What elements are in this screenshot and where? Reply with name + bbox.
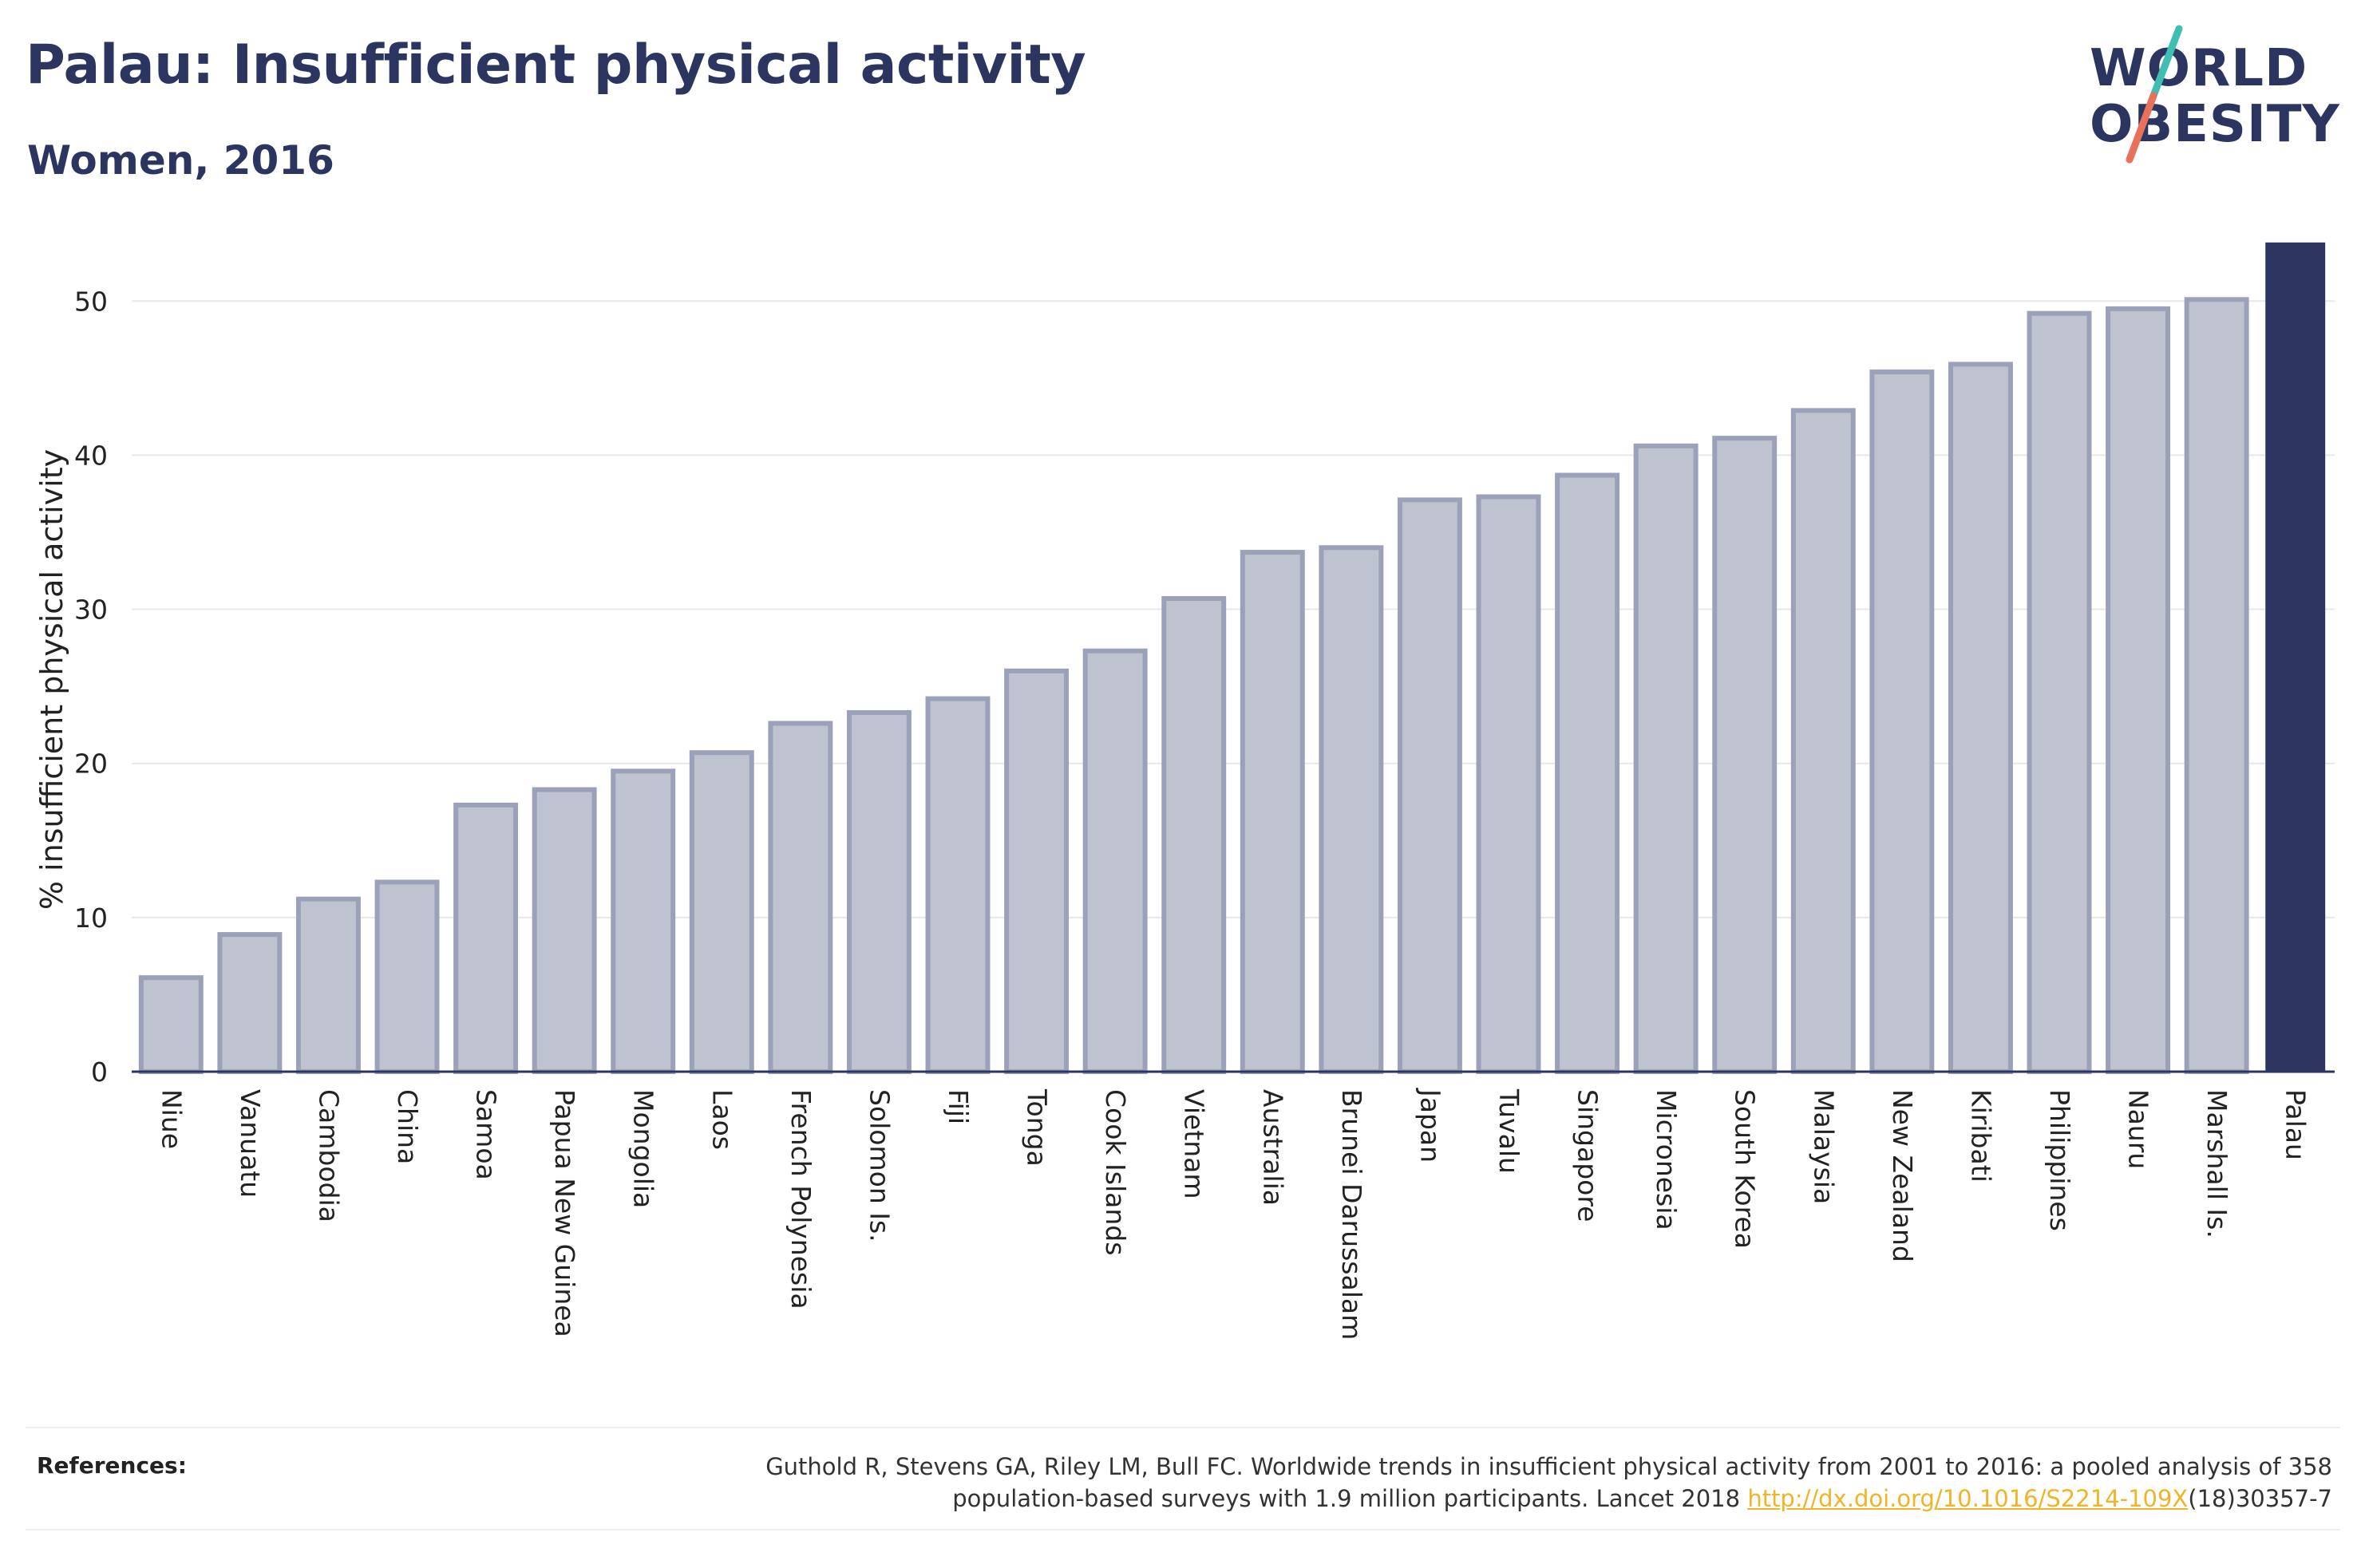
references-section: References: Guthold R, Stevens GA, Riley… [26, 1427, 2340, 1530]
y-tick-label: 40 [74, 440, 108, 471]
bar [1555, 472, 1620, 1074]
y-tick-label: 20 [74, 748, 108, 780]
bar [453, 802, 519, 1074]
bar [689, 750, 754, 1075]
chart-title: Palau: Insufficient physical activity [26, 34, 1086, 97]
x-tick-label: Papua New Guinea [549, 1089, 580, 1337]
citation-line-2-end: (18)30357-7 [2188, 1485, 2332, 1512]
x-tick-label: Mongolia [628, 1089, 659, 1208]
x-tick-label: Samoa [471, 1089, 502, 1180]
chart-subtitle: Women, 2016 [27, 137, 334, 184]
bar [138, 975, 204, 1075]
y-tick-label: 50 [74, 286, 108, 317]
x-tick-label: Singapore [1572, 1089, 1604, 1222]
bar [2027, 310, 2092, 1074]
bar [2106, 306, 2171, 1074]
x-tick-label: Marshall Is. [2201, 1089, 2232, 1238]
bar [1712, 436, 1778, 1074]
citation-line-2: population-based surveys with 1.9 millio… [952, 1485, 1748, 1512]
logo-slash-icon [2126, 25, 2183, 164]
world-obesity-logo: WORLD OBESITY [2074, 22, 2345, 166]
citation-line-1: Guthold R, Stevens GA, Riley LM, Bull FC… [765, 1453, 2332, 1480]
x-tick-label: South Korea [1730, 1089, 1761, 1249]
bar-chart: 0 10 20 30 40 50 Niue Vanuatu Cambodia China Samoa… [34, 242, 2335, 1340]
bar [611, 768, 676, 1074]
bar [1319, 545, 1384, 1074]
bar [295, 896, 361, 1074]
bar [1161, 596, 1227, 1074]
references-citation: Guthold R, Stevens GA, Riley LM, Bull FC… [417, 1451, 2332, 1515]
x-tick-label: French Polynesia [785, 1089, 817, 1309]
y-tick-label: 30 [74, 594, 108, 626]
bar [768, 721, 833, 1074]
bar [532, 787, 597, 1074]
bar [1240, 550, 1305, 1074]
bar [1790, 408, 1856, 1074]
y-axis-label: % insufficient physical activity [34, 449, 69, 910]
bar [925, 696, 991, 1074]
x-tick-label: Solomon Is. [864, 1089, 895, 1242]
y-tick-label: 10 [74, 902, 108, 934]
bar [1633, 443, 1699, 1074]
bar [374, 879, 440, 1074]
x-tick-label: Niue [156, 1089, 187, 1149]
x-tick-label: Vanuatu [235, 1089, 266, 1198]
x-tick-label: China [392, 1089, 423, 1164]
x-tick-label: Philippines [2044, 1089, 2075, 1231]
x-tick-label: Vietnam [1179, 1089, 1210, 1199]
x-tick-label: Fiji [943, 1089, 974, 1124]
x-tick-label: New Zealand [1887, 1089, 1918, 1262]
x-tick-label: Palau [2280, 1089, 2312, 1160]
x-tick-label: Australia [1257, 1089, 1288, 1206]
x-tick-label: Micronesia [1651, 1089, 1682, 1230]
bar [1476, 494, 1541, 1074]
logo-word-bottom: OBESITY [2090, 95, 2340, 154]
x-tick-label: Japan [1414, 1088, 1445, 1163]
bar [217, 932, 283, 1074]
bar-highlight [2265, 242, 2326, 1072]
x-tick-label: Laos [706, 1089, 738, 1150]
x-tick-label: Nauru [2123, 1089, 2154, 1169]
bar [1869, 369, 1935, 1074]
bar [1082, 648, 1148, 1074]
doi-link[interactable]: http://dx.doi.org/10.1016/S2214-109X [1747, 1485, 2189, 1512]
bar [1004, 668, 1070, 1074]
y-tick-label: 0 [91, 1057, 108, 1088]
x-tick-label: Tuvalu [1493, 1088, 1525, 1174]
bar [846, 709, 912, 1075]
bar [1397, 497, 1462, 1074]
logo-word-top: WORLD [2090, 39, 2308, 98]
x-tick-label: Tonga [1022, 1088, 1053, 1167]
x-tick-label: Kiribati [1965, 1089, 1996, 1183]
x-tick-label: Brunei Darussalam [1336, 1089, 1367, 1340]
x-tick-label: Cambodia [313, 1089, 344, 1222]
bar [1948, 361, 2013, 1074]
x-tick-label: Malaysia [1808, 1089, 1839, 1204]
bar [2184, 297, 2249, 1075]
references-label: References: [37, 1452, 187, 1479]
x-tick-label: Cook Islands [1100, 1089, 1131, 1255]
